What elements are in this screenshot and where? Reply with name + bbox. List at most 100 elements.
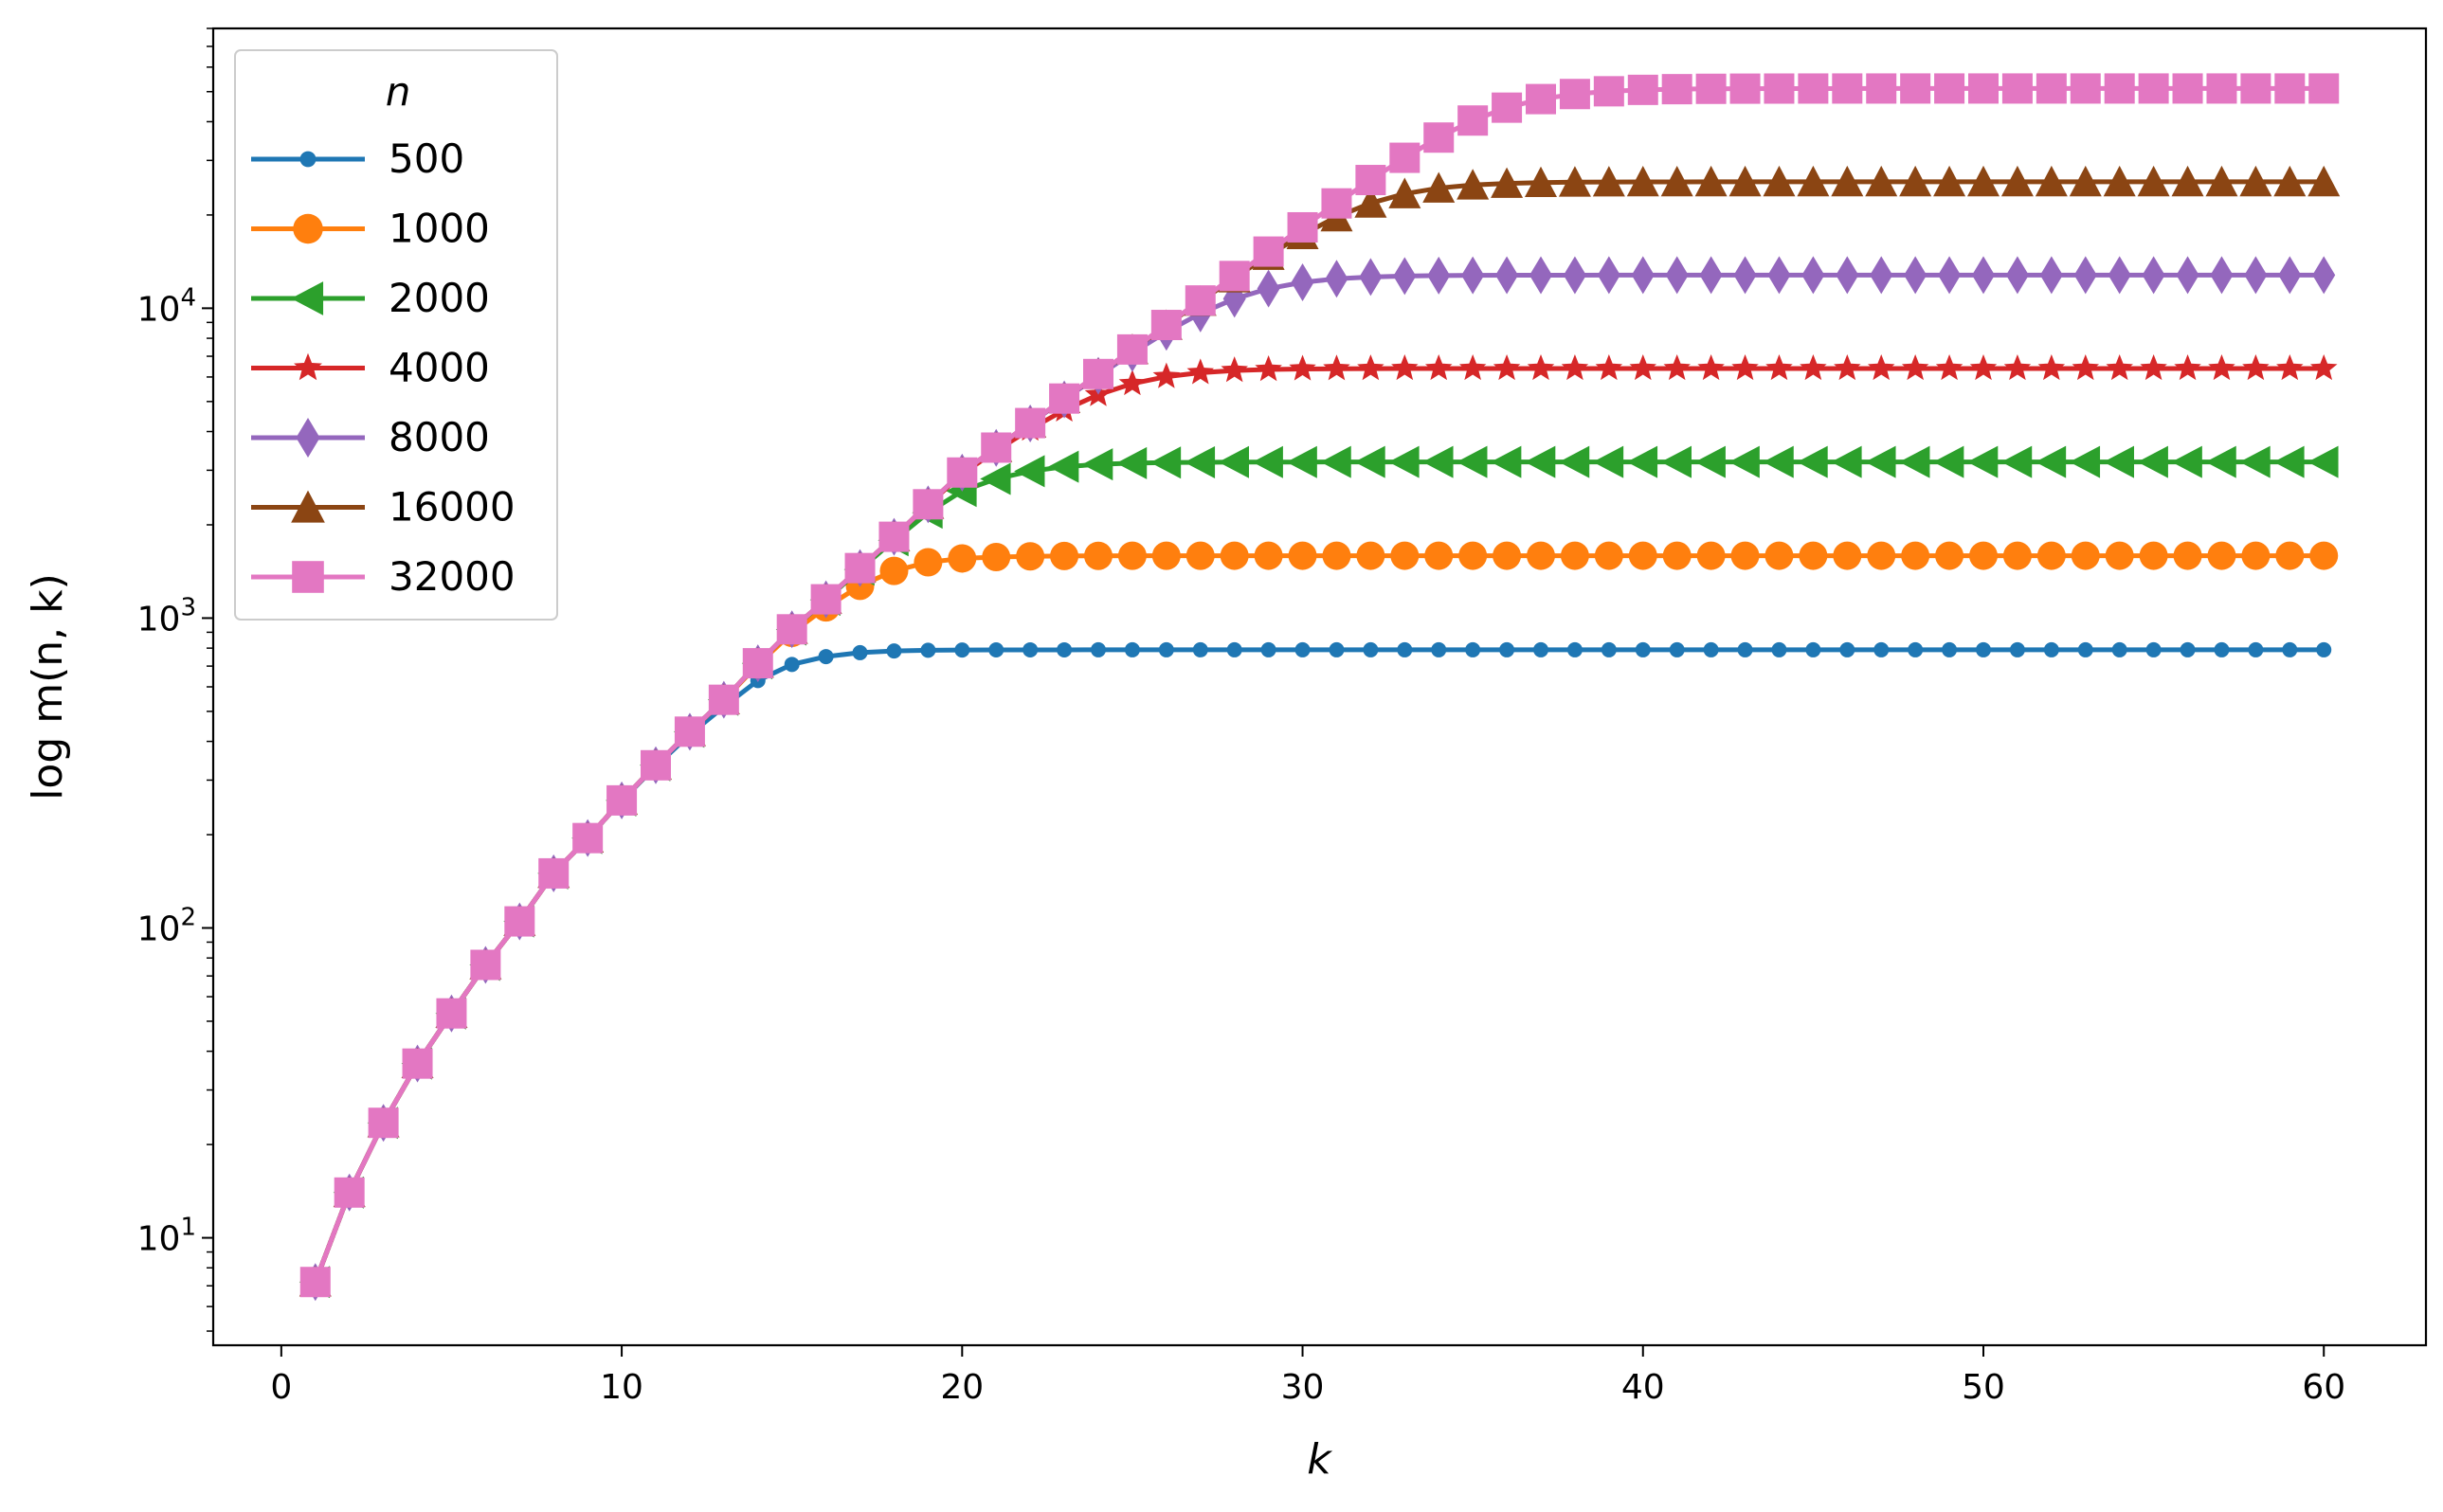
data-point — [1457, 445, 1488, 478]
data-point — [2000, 445, 2033, 478]
data-point — [879, 556, 909, 585]
data-point — [1626, 445, 1658, 478]
data-point — [1014, 455, 1045, 488]
data-point — [1663, 353, 1691, 381]
data-point — [1287, 211, 1318, 243]
data-point — [2036, 541, 2066, 570]
data-point — [1363, 641, 1379, 657]
data-point — [2308, 73, 2340, 104]
data-point — [2242, 353, 2270, 381]
data-point — [2069, 165, 2102, 197]
legend-marker — [292, 561, 324, 593]
data-point — [1635, 641, 1651, 657]
data-point — [2077, 641, 2093, 657]
y-tick-label: 104 — [137, 283, 196, 329]
legend-item-4000: 4000 — [251, 345, 490, 391]
data-point — [1424, 354, 1453, 381]
data-point — [1798, 73, 1829, 104]
data-point — [2307, 445, 2339, 478]
data-point — [1901, 353, 1929, 381]
data-point — [1294, 641, 1311, 657]
data-point — [1150, 310, 1182, 341]
legend-item-32000: 32000 — [251, 553, 516, 600]
data-point — [1389, 142, 1421, 173]
legend-item-500: 500 — [251, 135, 464, 182]
legend-marker — [296, 418, 320, 458]
legend-label: 16000 — [389, 484, 516, 531]
y-axis-label: log m(n, k) — [24, 573, 72, 801]
data-point — [1015, 407, 1046, 439]
data-point — [2035, 165, 2068, 197]
data-point — [2207, 541, 2236, 570]
data-point — [1016, 542, 1045, 571]
data-point — [2111, 641, 2127, 657]
data-point — [1737, 641, 1753, 657]
data-point — [1629, 353, 1657, 381]
data-point — [2000, 165, 2034, 197]
data-point — [1226, 641, 1242, 657]
data-point — [1323, 354, 1350, 381]
data-point — [2316, 641, 2332, 657]
data-point — [1627, 74, 1658, 105]
data-point — [1149, 446, 1182, 479]
data-point — [572, 822, 604, 854]
x-tick-label: 60 — [2302, 1368, 2345, 1407]
legend-label: 1000 — [389, 206, 490, 252]
data-point — [2142, 256, 2165, 295]
data-point — [1083, 358, 1113, 389]
data-point — [1124, 641, 1140, 657]
data-point — [2208, 353, 2235, 381]
data-point — [1665, 256, 1689, 295]
data-point — [982, 542, 1011, 571]
data-point — [1192, 641, 1208, 657]
data-point — [2003, 353, 2032, 381]
data-point — [641, 749, 671, 781]
data-point — [2174, 353, 2201, 381]
data-point — [2241, 541, 2271, 570]
data-point — [1255, 355, 1282, 382]
data-point — [1728, 165, 1762, 197]
series-layer — [299, 73, 2341, 1302]
data-point — [1563, 256, 1586, 295]
y-tick-label: 103 — [137, 593, 196, 639]
data-point — [1669, 641, 1685, 657]
legend-item-16000: 16000 — [251, 484, 516, 531]
data-point — [436, 998, 467, 1029]
data-point — [988, 642, 1004, 658]
legend-label: 2000 — [389, 275, 490, 321]
data-point — [1976, 641, 1991, 657]
data-point — [1461, 256, 1485, 295]
data-point — [1834, 353, 1861, 381]
data-point — [1832, 73, 1863, 104]
data-point — [1427, 256, 1451, 295]
x-tick-label: 10 — [600, 1368, 643, 1407]
data-point — [1022, 641, 1039, 657]
data-point — [1393, 257, 1417, 296]
data-point — [2172, 73, 2203, 104]
data-point — [1801, 256, 1825, 295]
data-point — [1533, 641, 1548, 657]
data-point — [1764, 541, 1794, 570]
data-point — [1626, 165, 1659, 197]
data-point — [2103, 445, 2134, 478]
data-point — [1117, 541, 1147, 570]
y-axis: 101 102 103 104 — [137, 27, 213, 1332]
data-point — [1186, 358, 1215, 385]
data-point — [1592, 166, 1625, 197]
legend-item-8000: 8000 — [251, 414, 490, 460]
data-point — [1595, 353, 1623, 381]
data-point — [2309, 541, 2339, 570]
x-tick-label: 50 — [1962, 1368, 2005, 1407]
data-point — [708, 684, 739, 715]
data-point — [1873, 641, 1890, 657]
data-point — [1865, 445, 1896, 478]
data-point — [1221, 356, 1248, 383]
data-point — [1118, 369, 1147, 396]
data-point — [920, 642, 936, 658]
data-point — [1465, 641, 1481, 657]
data-point — [1458, 541, 1488, 570]
data-point — [1158, 641, 1174, 657]
data-point — [2282, 641, 2298, 657]
data-point — [1597, 256, 1620, 295]
